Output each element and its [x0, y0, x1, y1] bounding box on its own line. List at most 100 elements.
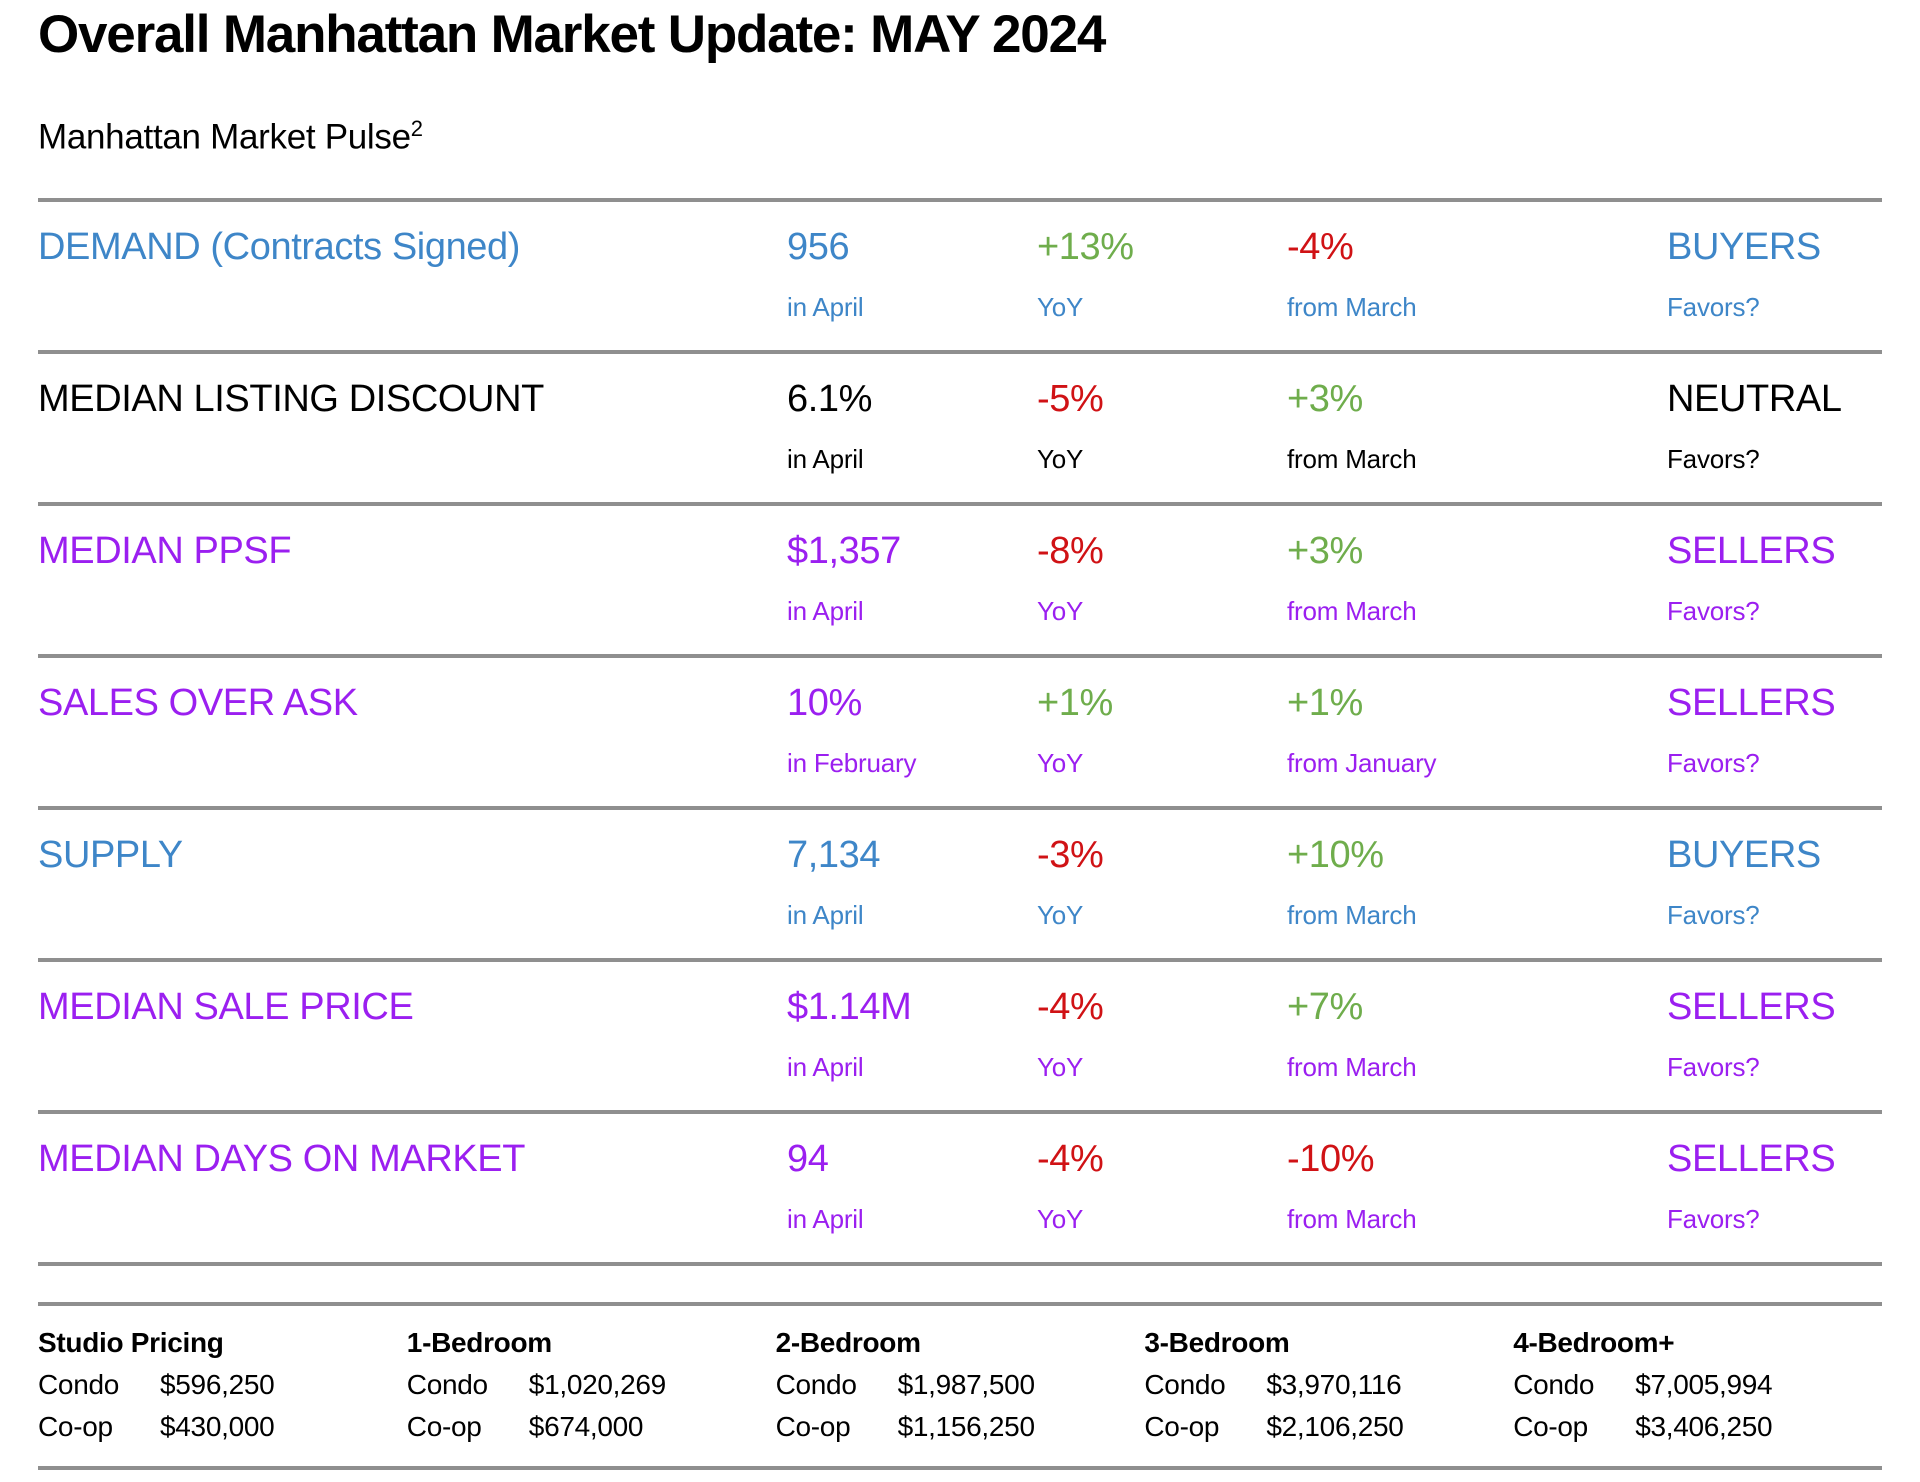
metric-yoy-cell: -4% YoY [1037, 1137, 1287, 1262]
metric-label: DEMAND (Contracts Signed) [38, 225, 521, 268]
metric-yoy-sublabel: YoY [1037, 1203, 1084, 1234]
metric-mom-sublabel: from January [1287, 747, 1437, 778]
metric-value-cell: 6.1% in April [787, 377, 1037, 502]
pricing-column-2-bedroom: 2-Bedroom Condo $1,987,500 Co-op $1,156,… [776, 1327, 1145, 1444]
metric-favors-cell: BUYERS Favors? [1667, 835, 1882, 958]
metric-favors: SELLERS [1667, 1137, 1836, 1180]
metric-mom-sublabel: from March [1287, 899, 1417, 930]
coop-price-row: Co-op $3,406,250 [1513, 1411, 1882, 1443]
metric-mom-sublabel: from March [1287, 1051, 1417, 1082]
metric-label: MEDIAN SALE PRICE [38, 985, 414, 1028]
condo-price-row: Condo $3,970,116 [1144, 1369, 1513, 1401]
metric-value-cell: 10% in February [787, 681, 1037, 806]
metric-value: 94 [787, 1137, 829, 1180]
pricing-column-header: 2-Bedroom [775, 1326, 921, 1358]
metric-value-sublabel: in April [787, 1051, 864, 1082]
condo-label: Condo [406, 1369, 488, 1401]
metric-value-cell: $1.14M in April [787, 985, 1037, 1110]
metric-value-sublabel: in April [787, 595, 864, 626]
coop-price-row: Co-op $2,106,250 [1144, 1411, 1513, 1443]
metric-label-cell: MEDIAN PPSF [38, 529, 787, 654]
metric-mom-change: -4% [1287, 225, 1354, 268]
metric-yoy-change: -4% [1037, 1137, 1104, 1180]
metric-value-sublabel: in April [787, 443, 864, 474]
metric-label: MEDIAN LISTING DISCOUNT [38, 377, 544, 420]
metric-value-cell: 956 in April [787, 225, 1037, 350]
metric-label-cell: DEMAND (Contracts Signed) [38, 225, 787, 350]
metric-yoy-cell: -5% YoY [1037, 379, 1287, 502]
metric-value-cell: 7,134 in April [787, 833, 1037, 958]
pricing-column-header: 1-Bedroom [406, 1326, 552, 1358]
metric-favors-cell: SELLERS Favors? [1667, 531, 1882, 654]
market-pulse-table: DEMAND (Contracts Signed) 956 in April +… [38, 197, 1882, 1266]
metric-mom-cell: +10% from March [1287, 833, 1667, 958]
metric-mom-sublabel: from March [1287, 291, 1417, 322]
metric-mom-change: +3% [1287, 529, 1363, 572]
metric-favors-cell: SELLERS Favors? [1667, 681, 1882, 806]
metric-mom-cell: +1% from January [1287, 683, 1667, 806]
metric-value: $1,357 [787, 529, 901, 572]
metric-value-sublabel: in April [787, 291, 864, 322]
pricing-column-header: 3-Bedroom [1144, 1326, 1290, 1358]
metric-mom-cell: +3% from March [1287, 529, 1667, 654]
metric-value: $1.14M [787, 985, 912, 1028]
coop-label: Co-op [1513, 1411, 1588, 1443]
pricing-column-1-bedroom: 1-Bedroom Condo $1,020,269 Co-op $674,00… [407, 1327, 776, 1444]
coop-price: $2,106,250 [1266, 1411, 1404, 1443]
metric-label: MEDIAN DAYS ON MARKET [38, 1137, 526, 1180]
metric-yoy-sublabel: YoY [1037, 747, 1084, 778]
metric-favors: SELLERS [1667, 681, 1836, 724]
coop-price: $1,156,250 [897, 1411, 1035, 1443]
metric-yoy-cell: +13% YoY [1037, 225, 1287, 350]
metric-value-sublabel: in April [787, 899, 864, 930]
condo-price: $1,020,269 [528, 1369, 666, 1401]
pricing-column-studio: Studio Pricing Condo $596,250 Co-op $430… [38, 1327, 407, 1444]
metric-favors: SELLERS [1667, 985, 1836, 1028]
condo-label: Condo [38, 1369, 120, 1401]
metric-mom-sublabel: from March [1287, 595, 1417, 626]
metric-favors-cell: SELLERS Favors? [1667, 985, 1882, 1110]
pricing-column-header: 4-Bedroom+ [1513, 1326, 1675, 1358]
metric-value: 10% [787, 681, 862, 724]
condo-price-row: Condo $7,005,994 [1513, 1369, 1882, 1401]
metric-mom-change: +10% [1287, 833, 1384, 876]
metric-label-cell: SUPPLY [38, 835, 787, 958]
metric-label-cell: MEDIAN SALE PRICE [38, 985, 787, 1110]
metric-value: 956 [787, 225, 850, 268]
coop-price-row: Co-op $1,156,250 [776, 1411, 1145, 1443]
metric-value: 6.1% [787, 377, 873, 420]
metric-yoy-sublabel: YoY [1037, 595, 1084, 626]
metric-label: MEDIAN PPSF [38, 529, 292, 572]
metric-favors-sublabel: Favors? [1667, 595, 1760, 626]
condo-price: $596,250 [160, 1369, 275, 1401]
metric-value: 7,134 [787, 833, 881, 876]
coop-price-row: Co-op $674,000 [407, 1411, 776, 1443]
metric-yoy-sublabel: YoY [1037, 443, 1084, 474]
metric-mom-sublabel: from March [1287, 443, 1417, 474]
metric-yoy-change: +13% [1037, 225, 1134, 268]
coop-price-row: Co-op $430,000 [38, 1411, 407, 1443]
metric-mom-sublabel: from March [1287, 1203, 1417, 1234]
metric-row-median-listing-discount: MEDIAN LISTING DISCOUNT 6.1% in April -5… [38, 349, 1882, 502]
metric-yoy-cell: +1% YoY [1037, 683, 1287, 806]
condo-price-row: Condo $1,020,269 [407, 1369, 776, 1401]
metric-row-median-sale-price: MEDIAN SALE PRICE $1.14M in April -4% Yo… [38, 957, 1882, 1110]
condo-label: Condo [1513, 1369, 1595, 1401]
metric-favors-sublabel: Favors? [1667, 291, 1760, 322]
metric-mom-cell: +7% from March [1287, 987, 1667, 1110]
condo-price-row: Condo $1,987,500 [776, 1369, 1145, 1401]
condo-price: $3,970,116 [1266, 1369, 1402, 1401]
metric-yoy-change: -3% [1037, 833, 1104, 876]
metric-label-cell: MEDIAN DAYS ON MARKET [38, 1137, 787, 1262]
metric-favors-sublabel: Favors? [1667, 1051, 1760, 1082]
subtitle-footnote-superscript: 2 [410, 116, 423, 142]
page-subtitle: Manhattan Market Pulse2 [38, 116, 1882, 158]
metric-row-median-days-on-market: MEDIAN DAYS ON MARKET 94 in April -4% Yo… [38, 1109, 1882, 1262]
metric-label: SALES OVER ASK [38, 681, 358, 724]
metric-value-cell: $1,357 in April [787, 529, 1037, 654]
coop-price: $430,000 [160, 1411, 275, 1443]
coop-price: $3,406,250 [1635, 1411, 1773, 1443]
condo-price: $1,987,500 [897, 1369, 1035, 1401]
coop-label: Co-op [38, 1411, 113, 1443]
